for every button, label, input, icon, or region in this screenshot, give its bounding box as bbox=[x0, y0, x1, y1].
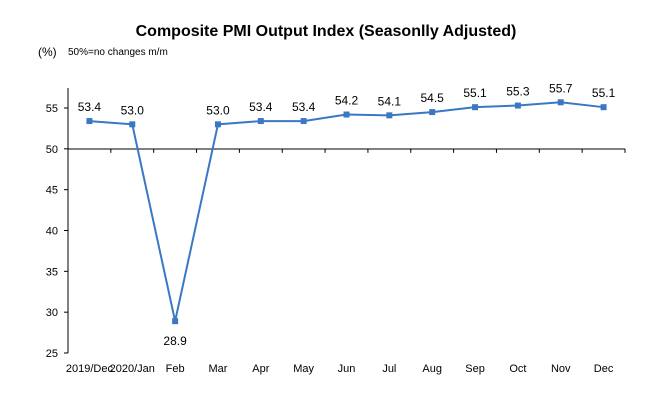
y-tick-label: 45 bbox=[46, 185, 58, 197]
x-tick-label: Feb bbox=[166, 363, 185, 375]
data-point bbox=[172, 318, 179, 325]
series-line bbox=[89, 101, 604, 322]
x-tick-label: Jul bbox=[382, 363, 396, 375]
y-unit-label: (%) bbox=[38, 45, 57, 59]
x-tick-label: May bbox=[293, 363, 314, 375]
data-label: 55.3 bbox=[506, 85, 530, 99]
data-label: 54.5 bbox=[421, 91, 445, 105]
x-tick-label: 2019/Dec bbox=[66, 363, 114, 375]
x-tick-label: Aug bbox=[422, 363, 442, 375]
y-tick-label: 40 bbox=[46, 226, 58, 238]
x-tick-label: Apr bbox=[252, 363, 269, 375]
data-point bbox=[472, 104, 479, 111]
x-tick-label: 2020/Jan bbox=[110, 363, 155, 375]
data-label: 53.0 bbox=[206, 103, 230, 117]
series-line-group bbox=[89, 101, 604, 322]
chart-note: 50%=no changes m/m bbox=[68, 47, 168, 58]
data-label: 53.4 bbox=[292, 100, 316, 114]
data-point bbox=[429, 109, 436, 116]
data-point bbox=[557, 99, 564, 106]
y-tick-label: 55 bbox=[46, 103, 58, 115]
y-tick-label: 35 bbox=[46, 266, 58, 278]
data-label: 53.0 bbox=[121, 103, 145, 117]
x-tick-label: Nov bbox=[551, 363, 571, 375]
data-label: 54.2 bbox=[335, 94, 359, 108]
data-points bbox=[86, 99, 607, 325]
y-axis-ticks: 25 30 35 40 45 50 55 bbox=[46, 103, 68, 360]
data-point bbox=[514, 102, 521, 109]
data-point bbox=[129, 121, 136, 128]
x-tick-label: Jun bbox=[338, 363, 356, 375]
data-label: 55.1 bbox=[592, 86, 616, 100]
data-point bbox=[214, 121, 221, 128]
data-point bbox=[257, 118, 264, 125]
data-point bbox=[386, 112, 393, 119]
y-tick-label: 50 bbox=[46, 144, 58, 156]
x-axis-ticks bbox=[67, 148, 626, 153]
data-label: 28.9 bbox=[163, 334, 187, 348]
x-tick-label: Dec bbox=[594, 363, 614, 375]
x-tick-label: Sep bbox=[465, 363, 485, 375]
x-tick-label: Mar bbox=[208, 363, 227, 375]
data-point bbox=[343, 111, 350, 118]
data-point bbox=[600, 104, 607, 111]
chart-title: Composite PMI Output Index (Seasonlly Ad… bbox=[136, 23, 517, 40]
y-tick-label: 30 bbox=[46, 307, 58, 319]
data-point bbox=[300, 118, 307, 125]
data-label: 54.1 bbox=[378, 94, 402, 108]
data-label: 55.1 bbox=[463, 86, 487, 100]
data-label: 53.4 bbox=[249, 100, 273, 114]
data-label: 53.4 bbox=[78, 100, 102, 114]
x-tick-label: Oct bbox=[509, 363, 526, 375]
data-label: 55.7 bbox=[549, 81, 573, 95]
y-tick-label: 25 bbox=[46, 348, 58, 360]
data-labels: 53.4 53.0 28.9 53.0 53.4 53.4 54.2 54.1 54.5 55.1… bbox=[78, 81, 616, 348]
data-point bbox=[86, 118, 93, 125]
